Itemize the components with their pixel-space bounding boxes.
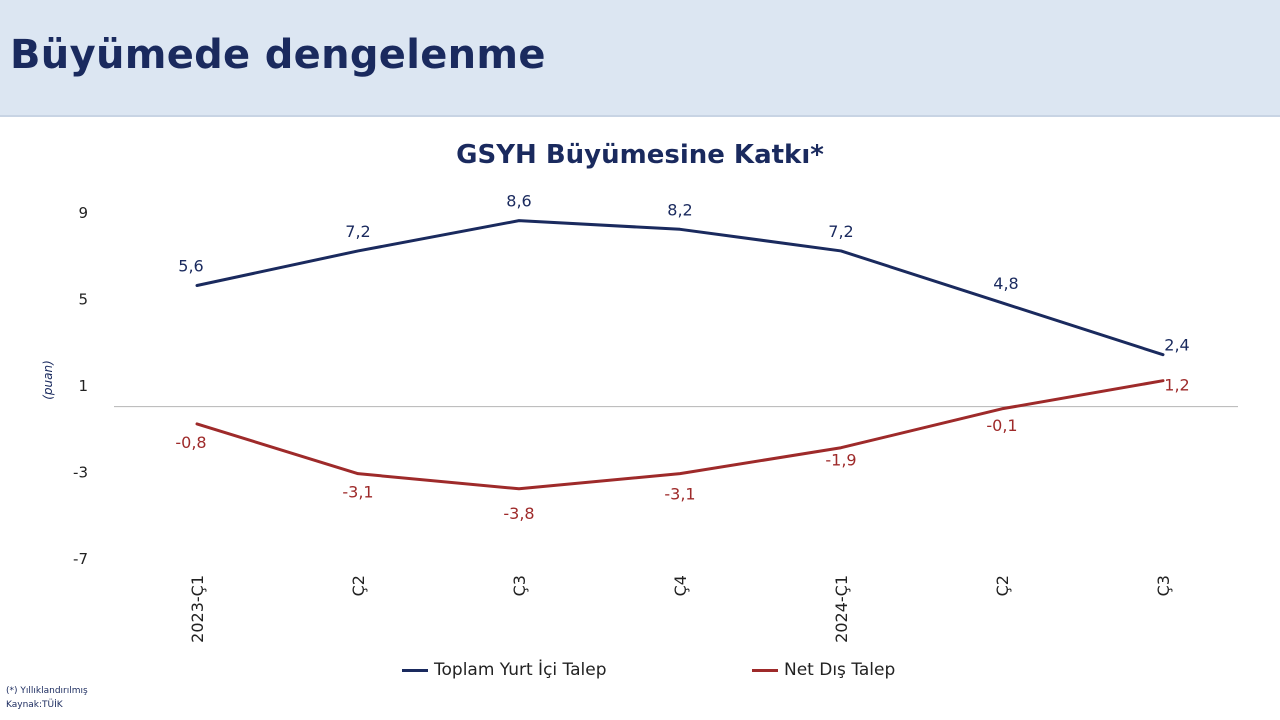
chart-title: GSYH Büyümesine Katkı* (456, 140, 824, 170)
footnote-source: Kaynak:TÜİK (6, 700, 63, 710)
y-tick-label: -7 (73, 550, 88, 568)
legend-item-domestic: Toplam Yurt İçi Talep (402, 660, 607, 680)
legend-label-external: Net Dış Talep (784, 660, 896, 680)
x-tick-label: Ç3 (1154, 575, 1173, 596)
data-label-domestic: 8,2 (667, 200, 692, 219)
data-label-external: -0,1 (986, 416, 1017, 435)
y-tick-label: 5 (78, 291, 88, 309)
series-line-domestic (195, 219, 1165, 357)
x-tick-label: Ç2 (993, 575, 1012, 596)
data-label-domestic: 7,2 (828, 222, 853, 241)
data-label-external: -1,9 (825, 451, 856, 470)
data-label-external: -3,8 (503, 504, 534, 523)
y-tick-label: -3 (73, 464, 88, 482)
data-label-domestic: 5,6 (178, 257, 203, 276)
data-label-domestic: 8,6 (506, 192, 531, 211)
data-label-external: -3,1 (664, 485, 695, 504)
x-tick-label: 2023-Ç1 (188, 575, 207, 643)
x-tick-label: Ç3 (510, 575, 529, 596)
x-tick-label: Ç2 (349, 575, 368, 596)
x-tick-label: 2024-Ç1 (832, 575, 851, 643)
data-label-external: -0,8 (175, 433, 206, 452)
legend-label-domestic: Toplam Yurt İçi Talep (434, 660, 607, 680)
footnote-annualized: (*) Yıllıklandırılmış (6, 686, 88, 696)
legend-swatch-domestic (402, 668, 428, 672)
data-label-domestic: 7,2 (345, 222, 370, 241)
data-label-external: 1,2 (1164, 376, 1189, 395)
legend-swatch-external (752, 668, 778, 672)
legend-item-external: Net Dış Talep (752, 660, 895, 680)
y-tick-label: 1 (78, 377, 88, 395)
y-axis-title: (puan) (41, 360, 55, 400)
data-label-domestic: 2,4 (1164, 336, 1189, 355)
x-tick-label: Ç4 (671, 575, 690, 596)
data-label-external: -3,1 (342, 483, 373, 502)
series-line-external (195, 379, 1165, 491)
page-title: Büyümede dengelenme (10, 32, 546, 78)
y-tick-label: 9 (78, 204, 88, 222)
data-label-domestic: 4,8 (993, 274, 1018, 293)
header-bar: Büyümede dengelenme (0, 0, 1280, 117)
